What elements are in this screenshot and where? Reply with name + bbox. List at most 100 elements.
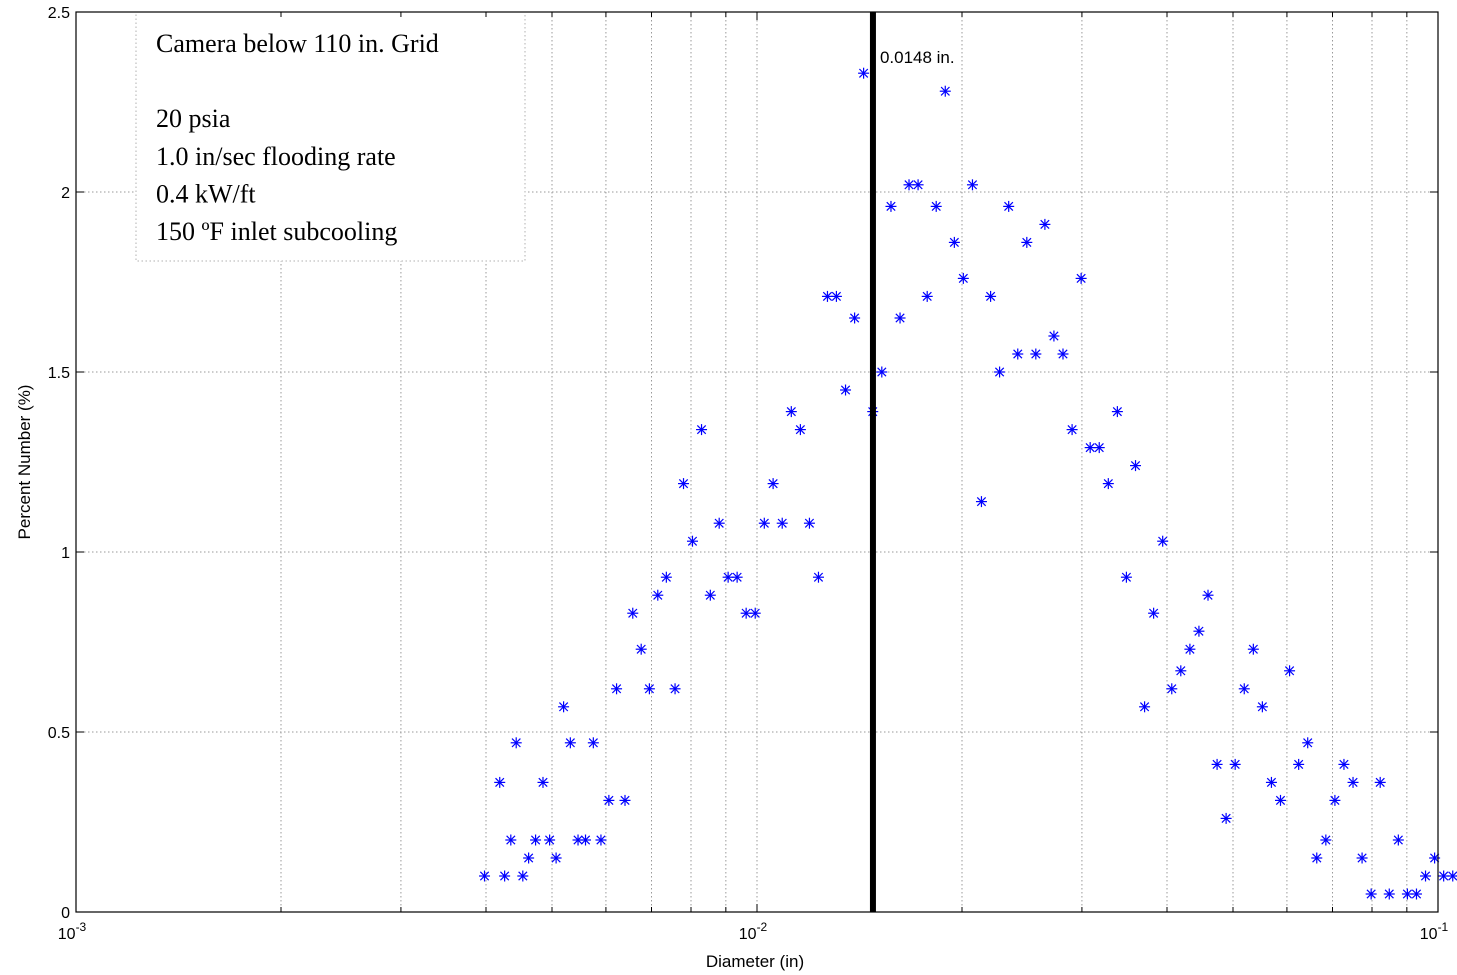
annotation-line: 150 ºF inlet subcooling [156,217,397,246]
data-point [1166,683,1178,695]
data-point [930,200,942,212]
data-point [1265,776,1277,788]
data-point [595,834,607,846]
reference-line-label: 0.0148 in. [880,48,955,67]
data-point [479,870,491,882]
y-tick-label: 1 [61,545,70,562]
annotation-box-frame [135,11,526,262]
y-axis-label: Percent Number (%) [15,385,34,540]
x-axis-label: Diameter (in) [706,952,804,971]
data-point [1075,272,1087,284]
data-point [840,384,852,396]
annotation-line: Camera below 110 in. Grid [156,29,439,58]
y-tick-label: 0 [61,905,70,922]
data-point [1111,406,1123,418]
data-point [1039,218,1051,230]
data-point [713,517,725,529]
data-point [767,478,779,490]
data-point [1066,424,1078,436]
data-point [966,179,978,191]
data-point [505,834,517,846]
data-point [939,85,951,97]
data-point [812,571,824,583]
data-point [1284,665,1296,677]
data-point [776,517,788,529]
data-point [830,290,842,302]
x-tick-label: 10-3 [58,920,87,943]
data-point [1329,794,1341,806]
data-point [704,589,716,601]
data-point [921,290,933,302]
data-point [660,571,672,583]
data-point [894,312,906,324]
data-point [794,424,806,436]
data-point [1120,571,1132,583]
data-point [1130,460,1142,472]
data-point [994,366,1006,378]
data-point [1184,643,1196,655]
data-point [1238,683,1250,695]
data-point [731,571,743,583]
data-point [558,701,570,713]
reference-line-group: 0.0148 in. [869,12,955,912]
data-point [1193,625,1205,637]
data-point [1139,701,1151,713]
data-point [635,643,647,655]
data-point [1175,665,1187,677]
data-point [849,312,861,324]
data-point [1048,330,1060,342]
y-tick-label: 2.5 [48,5,70,22]
annotation-box: Camera below 110 in. Grid 20 psia 1.0 in/s… [135,11,526,262]
annotation-line: 0.4 kW/ft [156,179,256,208]
data-point [785,406,797,418]
data-point [510,737,522,749]
data-point [530,834,542,846]
data-point [1102,478,1114,490]
axis-ticks: 0 0.5 1 1.5 2 2.5 10-3 10-2 10-1 [48,5,1449,943]
data-point [758,517,770,529]
y-tick-label: 2 [61,185,70,202]
data-point [1256,701,1268,713]
data-point [1302,737,1314,749]
data-point [1247,643,1259,655]
data-point [1383,888,1395,900]
data-point [1311,852,1323,864]
data-point [627,607,639,619]
data-point [912,179,924,191]
data-point [1338,758,1350,770]
data-point [858,67,870,79]
data-point [1374,776,1386,788]
data-point [948,236,960,248]
grid [76,12,1438,912]
data-point [1093,442,1105,454]
data-point [1084,442,1096,454]
data-point [550,852,562,864]
data-point [572,834,584,846]
data-point [975,496,987,508]
data-point [1202,589,1214,601]
data-point [1274,794,1286,806]
data-point [1030,348,1042,360]
data-point [1365,888,1377,900]
data-point [1021,236,1033,248]
data-point [1003,200,1015,212]
data-point [517,870,529,882]
annotation-line: 20 psia [156,104,231,133]
data-point [696,424,708,436]
data-point [1293,758,1305,770]
data-point [564,737,576,749]
data-point [643,683,655,695]
data-point [803,517,815,529]
data-point [1012,348,1024,360]
data-point [619,794,631,806]
data-point [1220,812,1232,824]
data-point [1392,834,1404,846]
data-point [1320,834,1332,846]
data-point [669,683,681,695]
data-point [494,776,506,788]
annotation-line: 1.0 in/sec flooding rate [156,142,396,171]
data-points [479,67,1457,900]
data-point [1347,776,1359,788]
data-point [885,200,897,212]
